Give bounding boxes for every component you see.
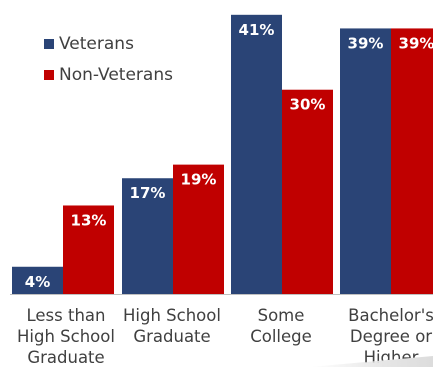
- data-label-veterans-0: 4%: [25, 273, 50, 291]
- bar-non-veterans-3: [391, 28, 433, 295]
- slide-shadow-decoration: [310, 356, 433, 367]
- data-label-non-veterans-3: 39%: [399, 34, 433, 52]
- data-label-veterans-1: 17%: [130, 184, 166, 202]
- x-tick-line: Degree or: [349, 327, 433, 346]
- data-label-non-veterans-0: 13%: [71, 211, 107, 229]
- bar-non-veterans-1: [173, 164, 224, 294]
- legend-swatch-non-veterans: [44, 70, 54, 80]
- x-tick-label-some-college: Some College: [225, 305, 337, 347]
- data-label-veterans-3: 39%: [348, 34, 384, 52]
- data-label-non-veterans-2: 30%: [290, 96, 326, 114]
- bar-non-veterans-2: [282, 89, 333, 294]
- x-tick-line: Bachelor's: [348, 306, 433, 325]
- x-tick-label-high-school-graduate: High School Graduate: [116, 305, 228, 347]
- x-tick-line: College: [250, 327, 312, 346]
- data-label-non-veterans-1: 19%: [181, 171, 217, 189]
- bar-veterans-1: [122, 178, 173, 294]
- x-tick-line: Graduate: [27, 348, 105, 367]
- data-label-veterans-2: 41%: [239, 21, 275, 39]
- legend-item-veterans: Veterans: [44, 33, 234, 55]
- legend-label-veterans: Veterans: [59, 34, 134, 54]
- x-tick-line: High School: [17, 327, 115, 346]
- legend-swatch-veterans: [44, 39, 54, 49]
- legend-label-non-veterans: Non-Veterans: [59, 65, 173, 85]
- bar-veterans-3: [340, 28, 391, 295]
- x-tick-line: Some: [257, 306, 305, 325]
- x-tick-line: Less than: [26, 306, 106, 325]
- chart-legend: Veterans Non-Veterans: [44, 33, 234, 95]
- bar-veterans-2: [231, 14, 282, 295]
- legend-item-non-veterans: Non-Veterans: [44, 64, 234, 86]
- x-tick-line: High School: [123, 306, 221, 325]
- x-tick-label-less-than-high-school: Less than High School Graduate: [10, 305, 122, 368]
- bar-veterans-0: [12, 266, 63, 294]
- bar-non-veterans-0: [63, 205, 114, 294]
- x-tick-line: Graduate: [133, 327, 211, 346]
